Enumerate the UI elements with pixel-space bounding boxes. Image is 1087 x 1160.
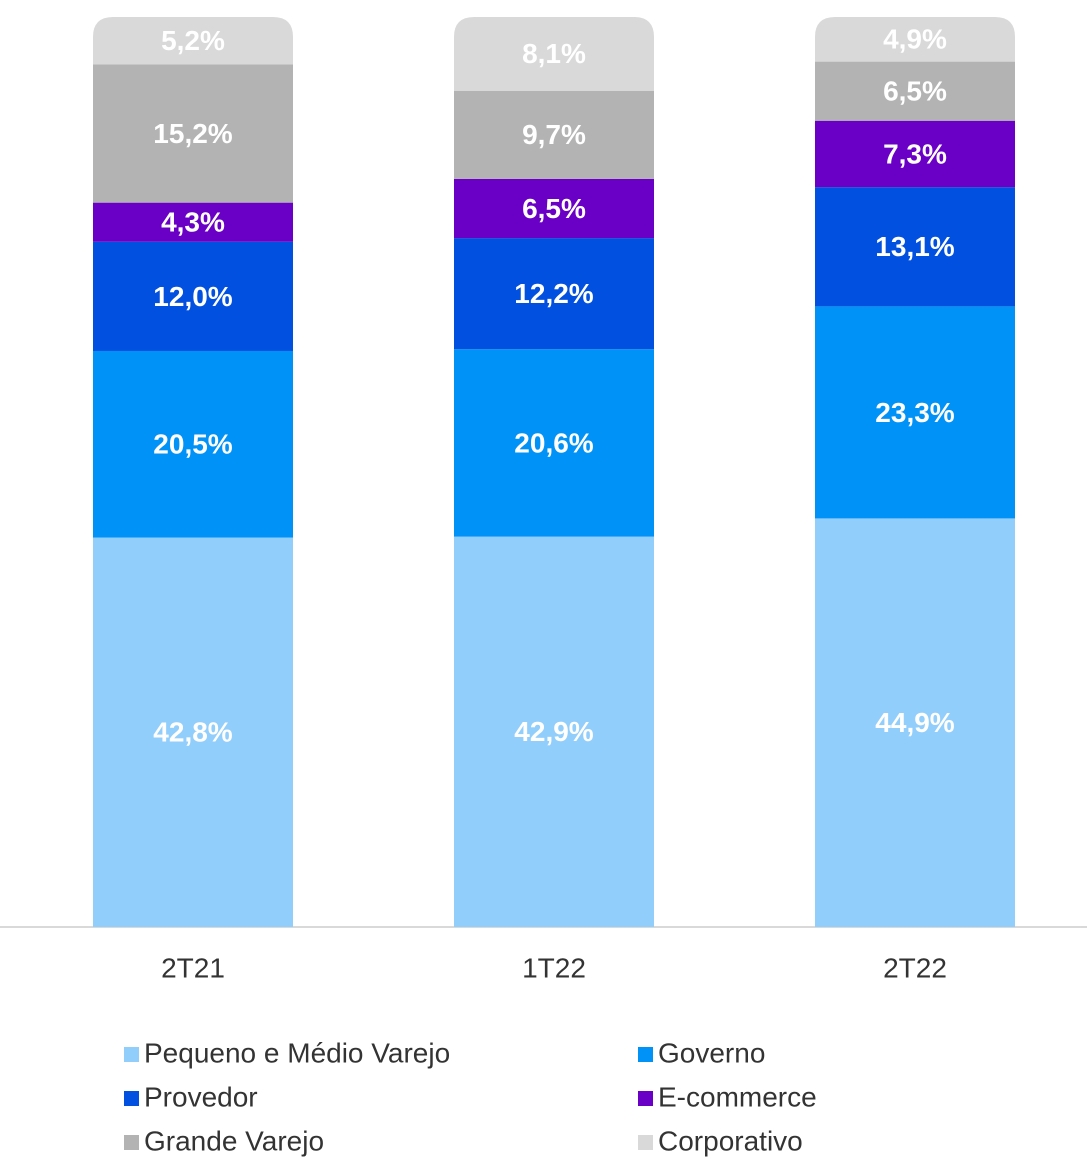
- x-tick-label: 1T22: [522, 952, 586, 983]
- value-label: 12,0%: [153, 281, 232, 312]
- value-label: 7,3%: [883, 138, 947, 169]
- bar-segment: [93, 202, 293, 242]
- value-label: 13,1%: [875, 231, 954, 262]
- legend-label: Provedor: [144, 1081, 258, 1112]
- value-label: 23,3%: [875, 397, 954, 428]
- bar-segment: [93, 350, 293, 538]
- bar-segment: [454, 536, 654, 927]
- legend-swatch: [638, 1047, 653, 1062]
- legend-label: Pequeno e Médio Varejo: [144, 1037, 450, 1068]
- value-label: 5,2%: [161, 25, 225, 56]
- value-label: 20,6%: [514, 427, 593, 458]
- legend-swatch: [124, 1047, 139, 1062]
- bar-segment: [815, 306, 1015, 519]
- legend-label: Corporativo: [658, 1125, 803, 1156]
- value-label: 15,2%: [153, 118, 232, 149]
- bar-segment: [815, 61, 1015, 121]
- value-label: 9,7%: [522, 119, 586, 150]
- bar-segment: [815, 518, 1015, 927]
- legend-swatch: [638, 1091, 653, 1106]
- bar-segment: [815, 17, 1015, 62]
- value-label: 42,9%: [514, 716, 593, 747]
- legend-label: Governo: [658, 1037, 765, 1068]
- bar-segment: [93, 241, 293, 351]
- legend-label: E-commerce: [658, 1081, 817, 1112]
- bar-segment: [93, 17, 293, 65]
- value-label: 44,9%: [875, 707, 954, 738]
- value-label: 4,3%: [161, 207, 225, 238]
- value-label: 6,5%: [883, 76, 947, 107]
- value-label: 12,2%: [514, 278, 593, 309]
- x-tick-label: 2T21: [161, 952, 225, 983]
- bar-segment: [454, 349, 654, 537]
- bar-segment: [93, 537, 293, 927]
- value-label: 20,5%: [153, 429, 232, 460]
- value-label: 8,1%: [522, 38, 586, 69]
- bar-segment: [454, 90, 654, 179]
- bar-segment: [815, 120, 1015, 188]
- bar-segment: [454, 178, 654, 239]
- bar-segment: [454, 17, 654, 91]
- value-label: 6,5%: [522, 193, 586, 224]
- legend-swatch: [124, 1135, 139, 1150]
- legend-swatch: [124, 1091, 139, 1106]
- bar-segment: [815, 187, 1015, 307]
- value-label: 42,8%: [153, 717, 232, 748]
- legend-label: Grande Varejo: [144, 1125, 324, 1156]
- value-label: 4,9%: [883, 24, 947, 55]
- bar-segment: [454, 238, 654, 350]
- bar-segment: [93, 64, 293, 203]
- x-tick-label: 2T22: [883, 952, 947, 983]
- legend-swatch: [638, 1135, 653, 1150]
